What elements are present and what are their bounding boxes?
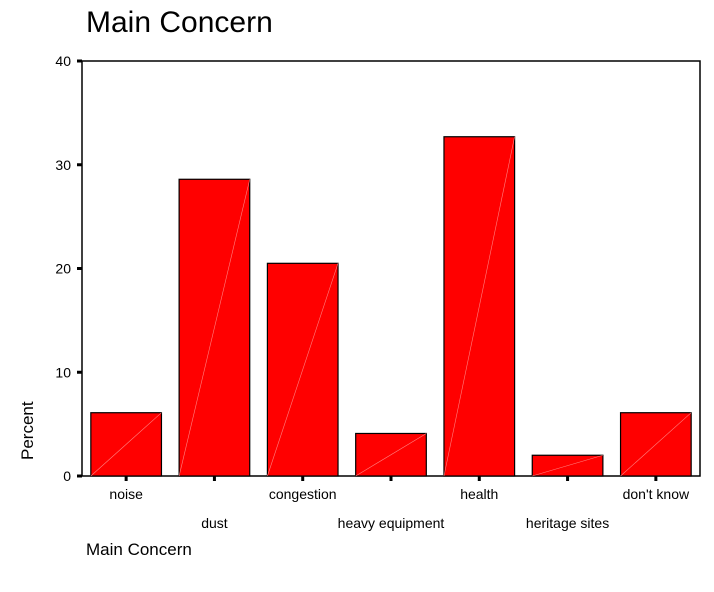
x-tick-label: heavy equipment (338, 515, 445, 531)
plot-frame (81, 60, 701, 477)
chart-title: Main Concern (86, 6, 273, 39)
y-tick-label: 40 (55, 53, 71, 69)
x-tick-label: noise (109, 486, 143, 502)
bar-highlight (267, 263, 339, 477)
x-tick-label: heritage sites (526, 515, 609, 531)
x-tick-label: health (460, 486, 498, 502)
bar-highlight (90, 412, 162, 477)
x-tick-label: don't know (623, 486, 690, 502)
bar-highlight (620, 412, 692, 477)
bars (90, 136, 692, 477)
y-ticks: 0 10 20 30 40 (55, 53, 82, 484)
x-tick-label: dust (201, 515, 228, 531)
x-tick-label: congestion (269, 486, 337, 502)
y-tick-label: 30 (55, 157, 71, 173)
bar-highlight (355, 433, 427, 477)
bar-highlight (443, 136, 515, 477)
x-axis-label: Main Concern (86, 540, 192, 559)
bar-highlight (532, 454, 603, 477)
bar-highlight (178, 179, 251, 477)
y-tick-label: 20 (55, 261, 71, 277)
y-tick-label: 10 (55, 364, 71, 380)
y-tick-label: 0 (63, 468, 71, 484)
